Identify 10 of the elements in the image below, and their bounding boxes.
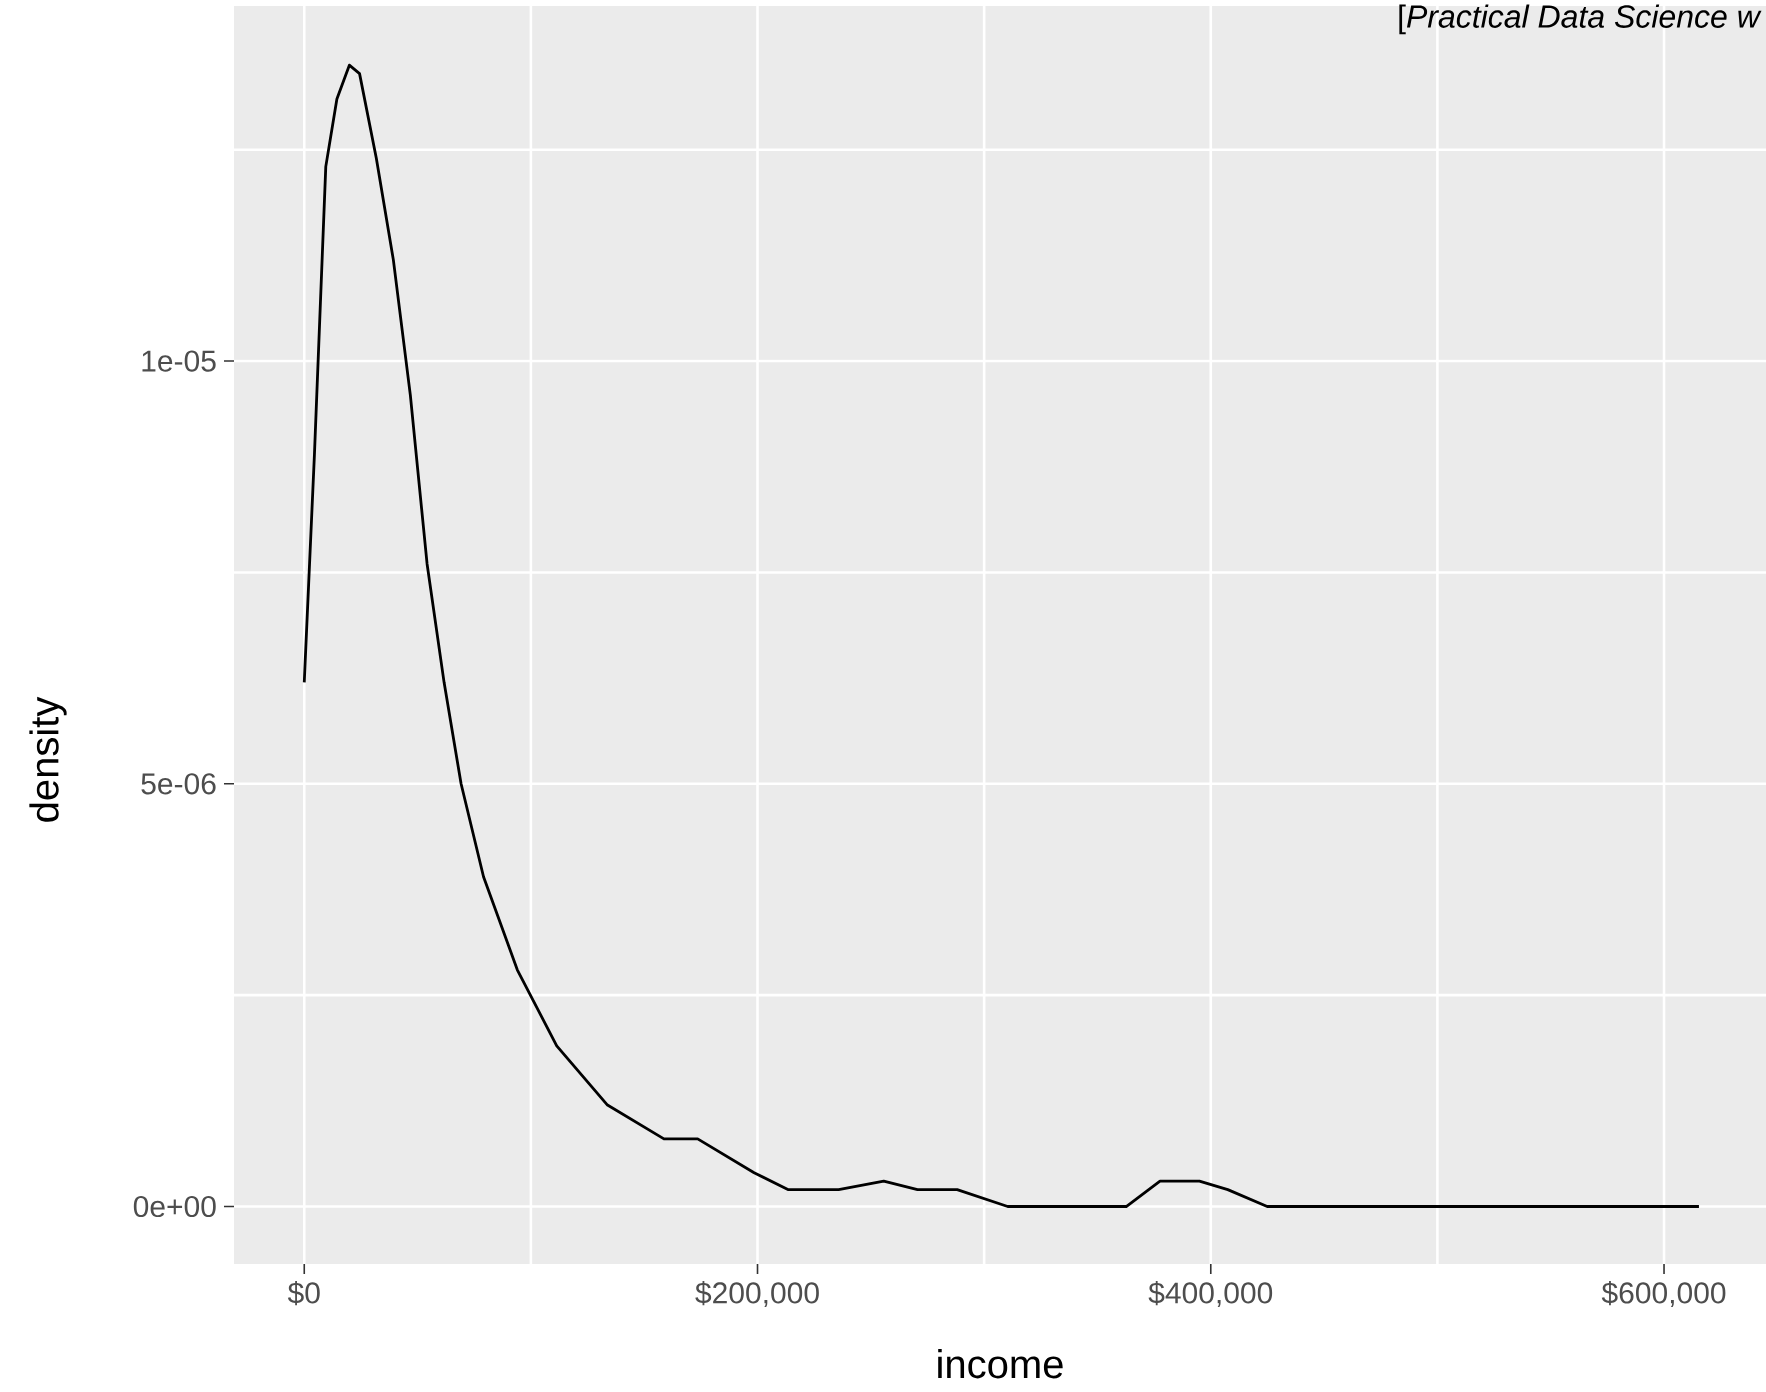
y-tick-label: 0e+00 (133, 1195, 216, 1218)
y-tick-label: 5e-06 (141, 773, 216, 795)
x-axis-title: income (938, 1349, 1063, 1379)
x-tick-label: $0 (287, 1281, 320, 1306)
x-tick-label: $600,000 (1601, 1281, 1726, 1308)
y-axis-title: density (29, 696, 67, 822)
x-tick-label: $400,000 (1148, 1281, 1273, 1308)
x-tick-label: $200,000 (695, 1281, 819, 1308)
annotation: [Practical Data Science w (1399, 4, 1762, 35)
y-tick-label: 1e-05 (142, 350, 216, 372)
